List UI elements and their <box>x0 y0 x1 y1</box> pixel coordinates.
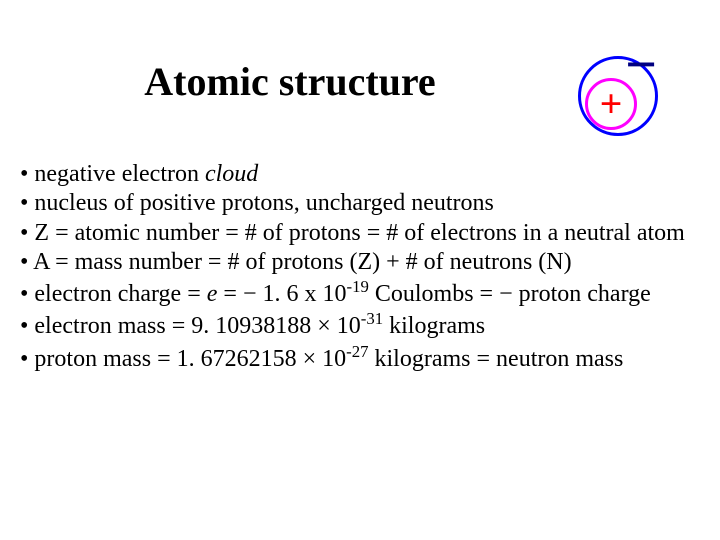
list-item: • proton mass = 1. 67262158 × 10-27 kilo… <box>20 342 700 374</box>
list-item: • Z = atomic number = # of protons = # o… <box>20 219 700 248</box>
plus-icon: + <box>600 84 623 124</box>
nucleus-ring: + <box>585 78 637 130</box>
list-item: • A = mass number = # of protons (Z) + #… <box>20 248 700 277</box>
list-item: • negative electron cloud <box>20 160 700 189</box>
list-item: • nucleus of positive protons, uncharged… <box>20 189 700 218</box>
list-item: • electron charge = e = − 1. 6 x 10-19 C… <box>20 277 700 309</box>
page-title: Atomic structure <box>0 58 580 105</box>
bullet-list: • negative electron cloud• nucleus of po… <box>20 160 700 374</box>
minus-icon: − <box>625 37 657 93</box>
slide: Atomic structure − + • negative electron… <box>0 0 720 540</box>
list-item: • electron mass = 9. 10938188 × 10-31 ki… <box>20 309 700 341</box>
